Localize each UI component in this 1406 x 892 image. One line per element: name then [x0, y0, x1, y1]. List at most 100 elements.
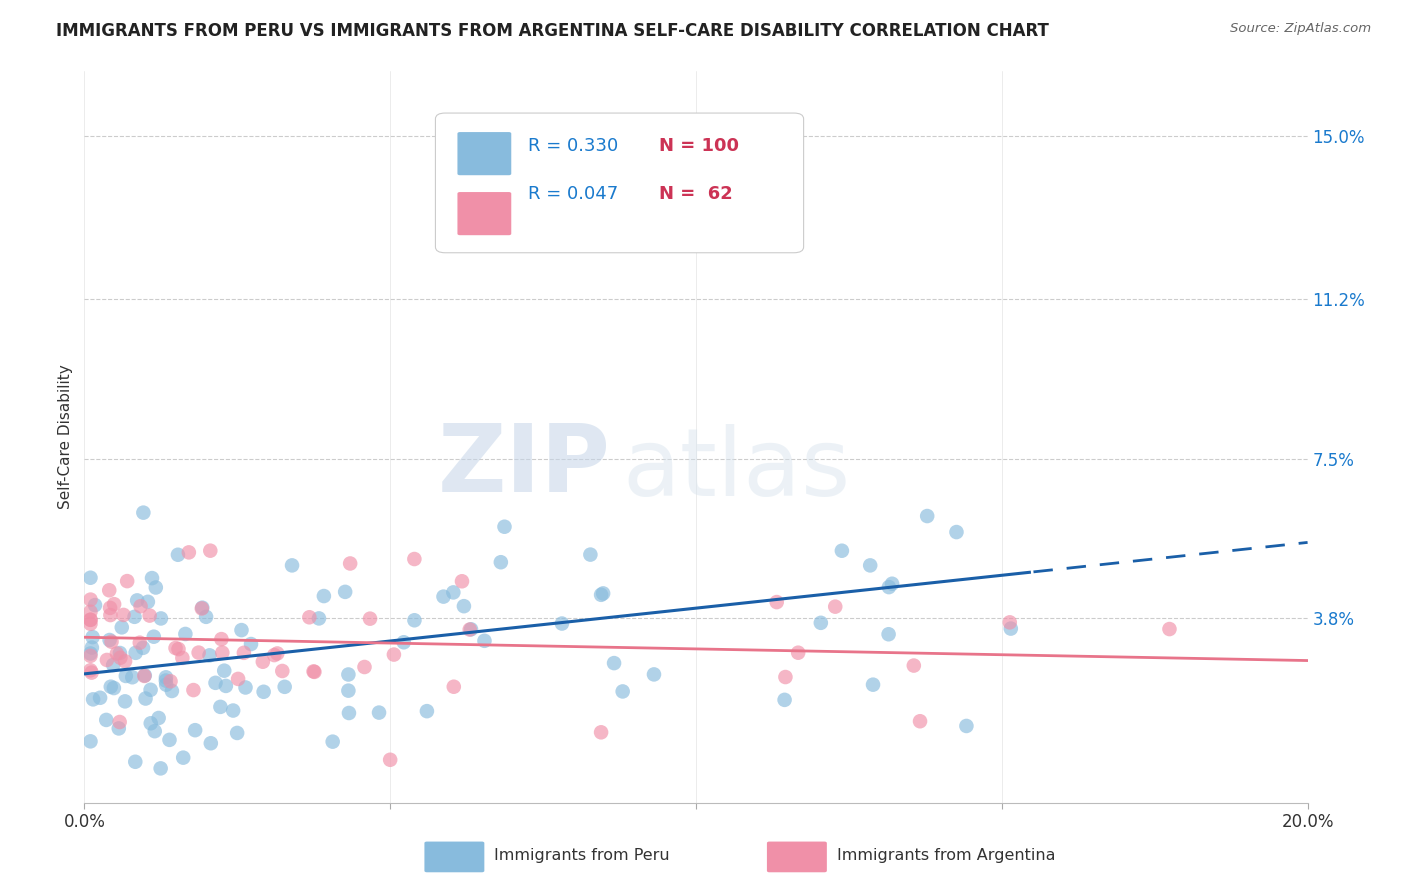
Point	[211, 646, 233, 660]
Point	[183, 683, 205, 698]
Point	[612, 684, 634, 698]
Point	[98, 583, 121, 598]
Point	[149, 611, 172, 625]
Point	[148, 711, 170, 725]
Point	[474, 633, 496, 648]
Point	[226, 726, 249, 740]
Point	[160, 684, 183, 698]
Point	[998, 615, 1021, 630]
Point	[79, 663, 101, 677]
Text: R = 0.330: R = 0.330	[529, 137, 619, 155]
Point	[226, 672, 249, 686]
Point	[831, 543, 853, 558]
Point	[359, 612, 381, 626]
Point	[145, 581, 167, 595]
Point	[129, 599, 152, 614]
Point	[89, 690, 111, 705]
Point	[443, 680, 465, 694]
Point	[139, 716, 162, 731]
Point	[155, 678, 177, 692]
Point	[103, 597, 125, 611]
Point	[114, 694, 136, 708]
Point	[79, 605, 101, 619]
Point	[127, 593, 149, 607]
Point	[195, 610, 218, 624]
Point	[1159, 622, 1181, 636]
Point	[441, 585, 464, 599]
Point	[96, 653, 118, 667]
Point	[136, 595, 159, 609]
Point	[174, 627, 197, 641]
Point	[337, 683, 360, 698]
Point	[138, 608, 160, 623]
Point	[494, 520, 516, 534]
Point	[204, 676, 226, 690]
Point	[96, 713, 118, 727]
Point	[135, 691, 157, 706]
FancyBboxPatch shape	[425, 841, 484, 872]
Point	[79, 613, 101, 627]
Point	[172, 750, 194, 764]
Point	[149, 761, 172, 775]
Point	[380, 753, 402, 767]
Point	[103, 681, 125, 695]
FancyBboxPatch shape	[457, 132, 512, 175]
Point	[432, 590, 454, 604]
Point	[191, 600, 214, 615]
Point	[114, 654, 136, 668]
Point	[79, 613, 101, 627]
Point	[643, 667, 665, 681]
Point	[159, 732, 181, 747]
Point	[191, 601, 214, 615]
Point	[915, 509, 938, 524]
Point	[266, 647, 288, 661]
Point	[787, 646, 810, 660]
Point	[353, 660, 375, 674]
Point	[115, 574, 138, 588]
Point	[298, 610, 321, 624]
Point	[200, 736, 222, 750]
Point	[100, 608, 122, 623]
Point	[273, 680, 295, 694]
Point	[765, 595, 787, 609]
Point	[79, 616, 101, 631]
Point	[775, 670, 797, 684]
Point	[209, 699, 232, 714]
Point	[308, 611, 330, 625]
Point	[337, 706, 360, 720]
Point	[222, 704, 245, 718]
Point	[654, 137, 676, 152]
Point	[82, 630, 104, 644]
Point	[908, 714, 931, 729]
Point	[859, 558, 882, 573]
Point	[128, 636, 150, 650]
Text: IMMIGRANTS FROM PERU VS IMMIGRANTS FROM ARGENTINA SELF-CARE DISABILITY CORRELATI: IMMIGRANTS FROM PERU VS IMMIGRANTS FROM …	[56, 22, 1049, 40]
Point	[810, 615, 832, 630]
Point	[271, 664, 294, 678]
Point	[339, 557, 361, 571]
Point	[304, 665, 326, 679]
Point	[240, 637, 263, 651]
FancyBboxPatch shape	[457, 192, 512, 235]
Point	[824, 599, 846, 614]
Point	[862, 678, 884, 692]
Point	[312, 589, 335, 603]
Point	[139, 682, 162, 697]
Point	[101, 657, 124, 672]
Point	[198, 648, 221, 663]
Point	[108, 714, 131, 729]
Point	[121, 670, 143, 684]
Point	[263, 648, 285, 662]
Point	[453, 599, 475, 614]
Point	[79, 592, 101, 607]
Point	[79, 571, 101, 585]
Point	[212, 664, 235, 678]
Point	[98, 633, 121, 648]
Point	[322, 734, 344, 748]
Point	[80, 665, 103, 680]
Point	[200, 543, 222, 558]
Point	[167, 642, 190, 657]
Point	[252, 685, 274, 699]
Text: N =  62: N = 62	[659, 185, 733, 202]
Point	[141, 571, 163, 585]
